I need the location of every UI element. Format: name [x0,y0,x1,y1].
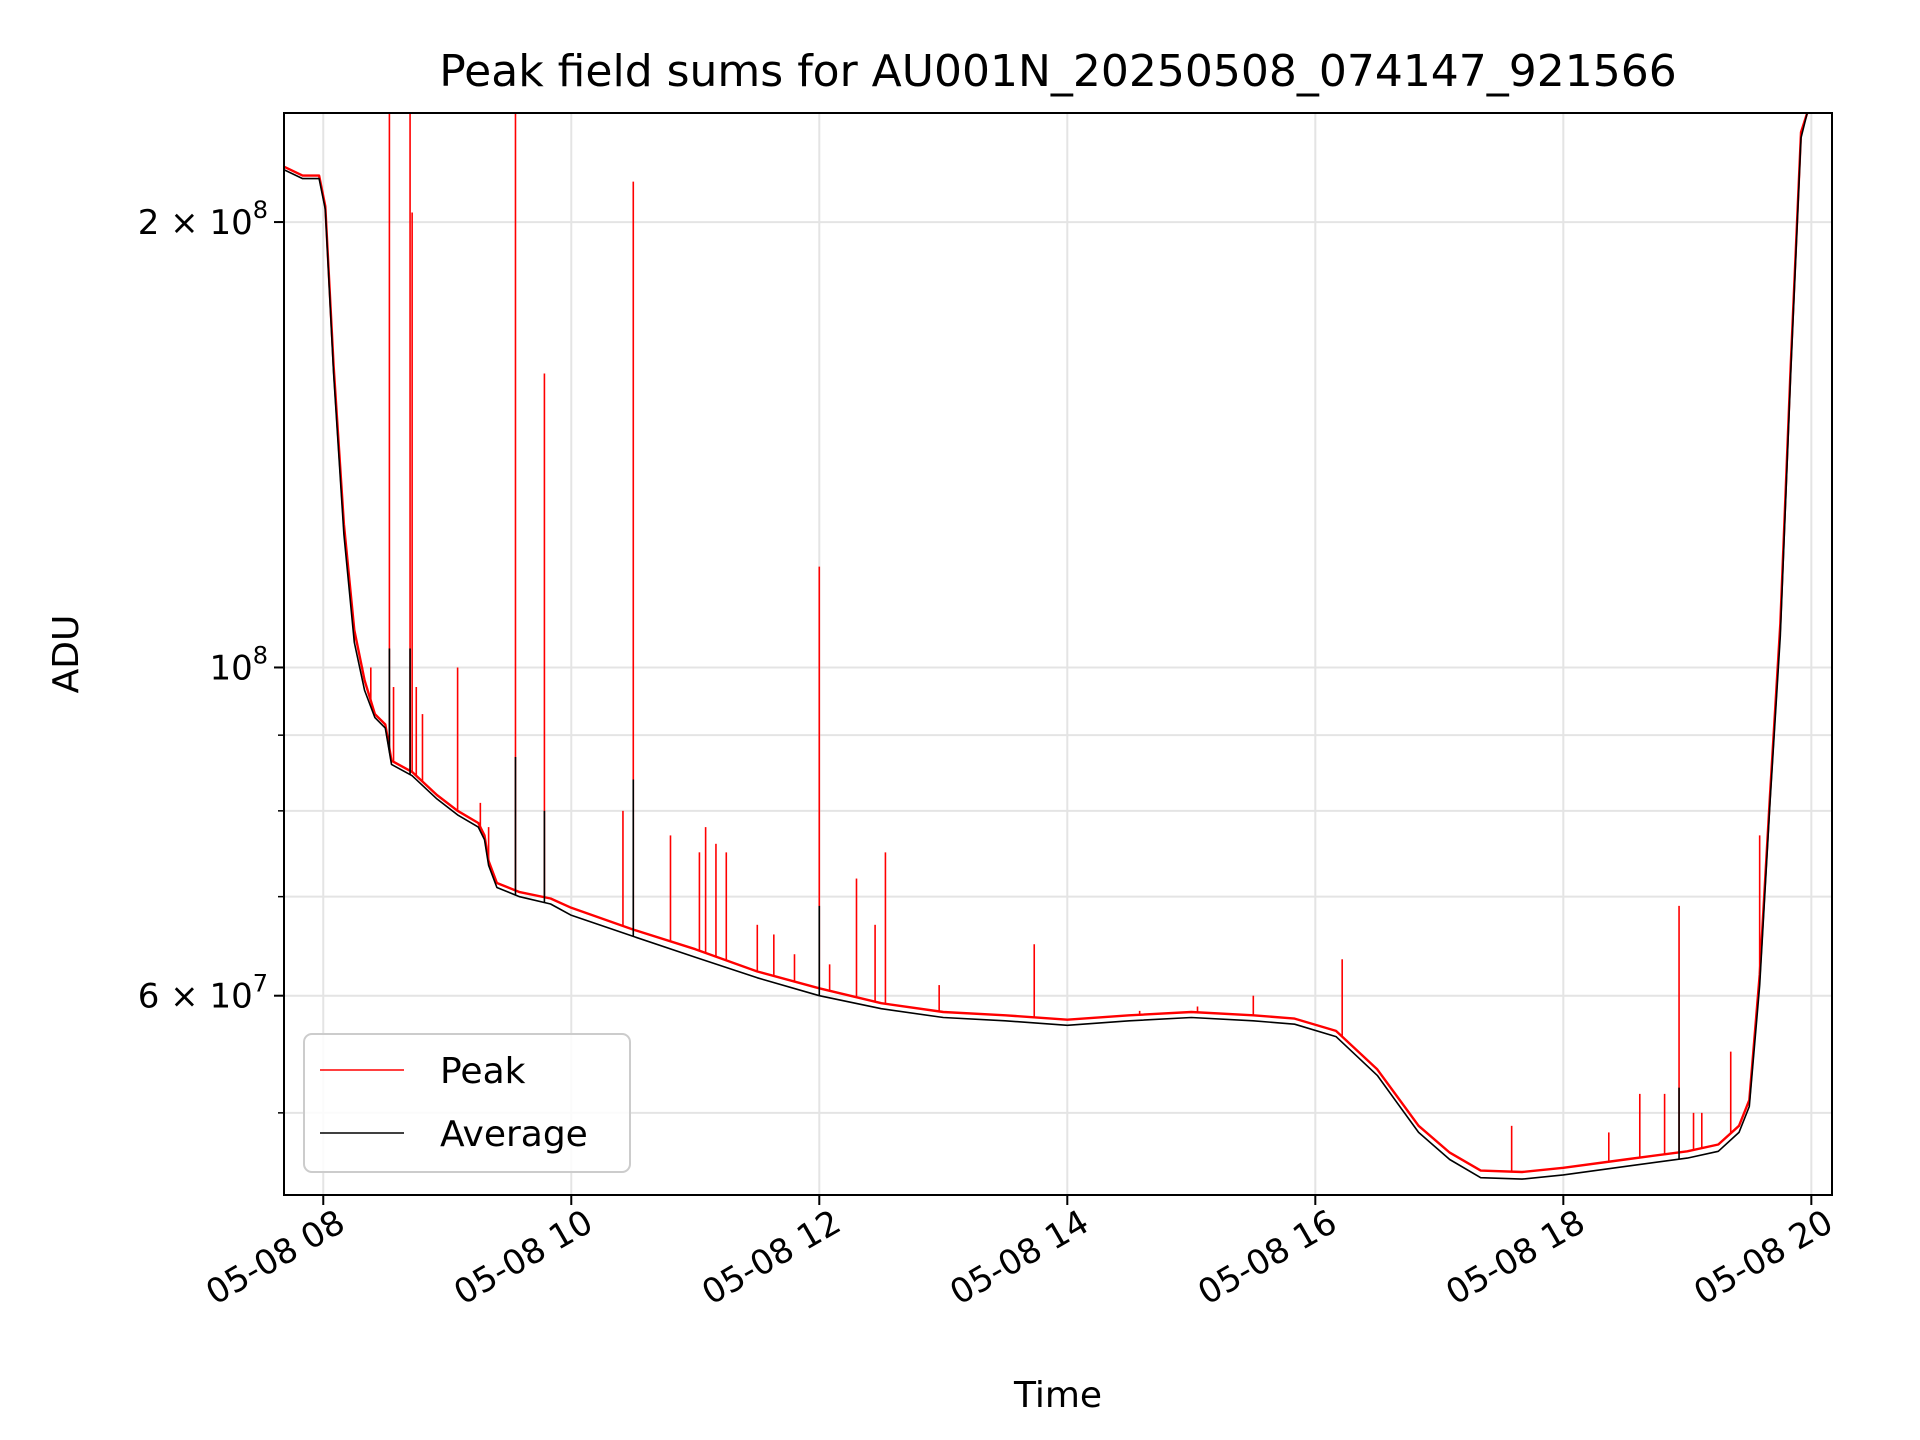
y-tick-label: 108 [209,641,268,688]
plot-frame [283,112,1833,1196]
grid [284,113,1832,1195]
series-average [284,113,1808,1180]
y-tick-label: 6 × 107 [138,970,268,1017]
legend-average-label: Average [440,1114,588,1155]
legend: Peak Average [303,1033,631,1173]
series-line-peak [284,113,1809,1174]
chart-title: Peak field sums for AU001N_20250508_0741… [439,46,1677,97]
legend-box [303,1033,631,1173]
series-lines [284,113,1809,1180]
x-axis-label: Time [1013,1375,1102,1416]
y-tick-label: 2 × 108 [138,196,268,243]
y-axis: 2 × 108 108 6 × 107 [138,196,284,1114]
series-line-average [284,113,1808,1180]
legend-peak-label: Peak [440,1051,526,1092]
y-axis-label: ADU [46,615,87,694]
